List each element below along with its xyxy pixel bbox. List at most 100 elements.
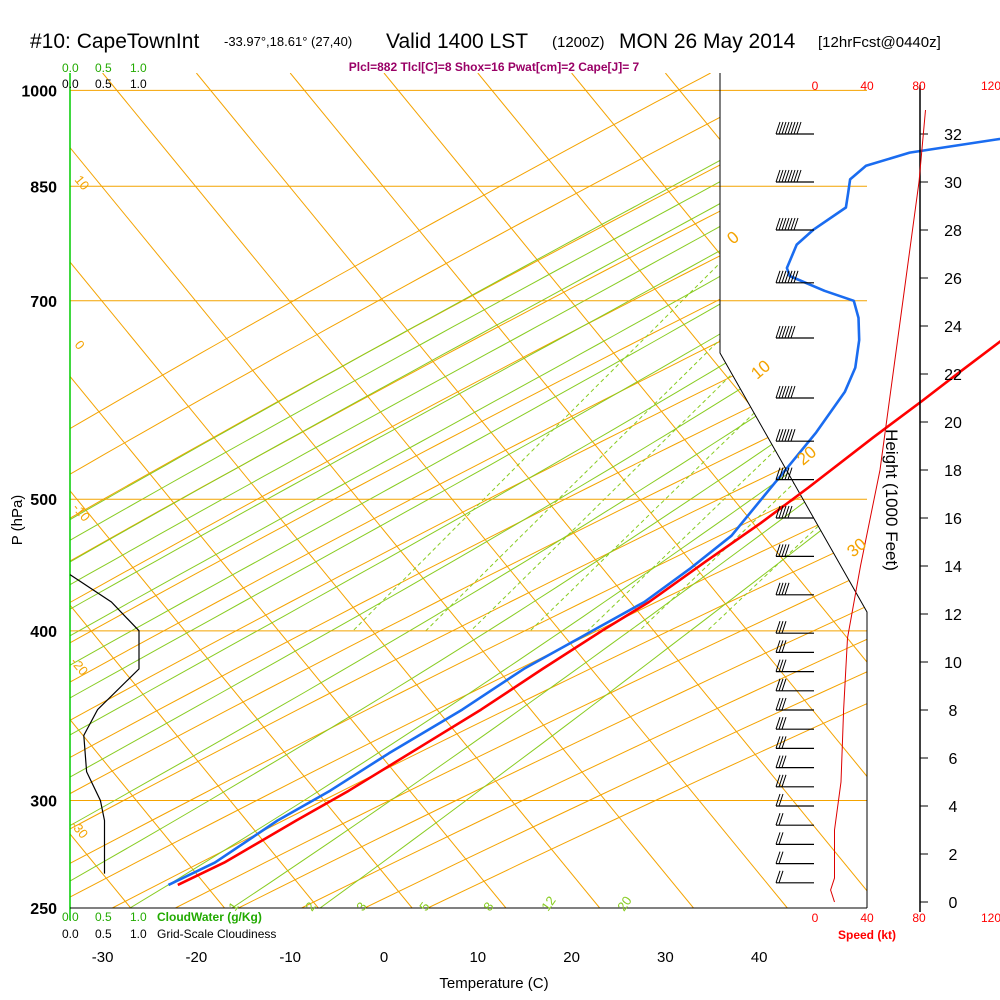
wind-barb [775, 270, 814, 284]
dewpoint-line [167, 137, 1000, 887]
wind-barb [775, 169, 814, 183]
y-axis-title: P (hPa) [9, 495, 26, 546]
dry-adiabat-373 [175, 73, 867, 908]
height-tick-label: 30 [944, 175, 962, 192]
plot-frame [69, 73, 868, 920]
isotherm-0 [383, 73, 867, 908]
pressure-tick-label: 250 [30, 901, 57, 918]
cl-tick-0: 0.0 [62, 927, 79, 941]
wind-barb [775, 385, 814, 399]
wind-barb [775, 851, 814, 865]
cw-top-tick-05: 0.5 [95, 61, 112, 75]
cloudwater-legend: CloudWater (g/Kg) [157, 910, 262, 924]
moist-adiabat [70, 73, 867, 908]
x-tick-label: 10 [469, 949, 486, 966]
x-tick-label: 40 [751, 949, 768, 966]
wind-speed-line [830, 109, 926, 903]
mixing-ratio-label: 20 [614, 893, 635, 913]
station-coords: -33.97°,18.61° (27,40) [224, 34, 352, 49]
mixing-ratio-5 [529, 73, 867, 632]
isotherm--70 [70, 73, 413, 908]
wind-barb [775, 640, 814, 654]
wind-barb [775, 755, 814, 769]
height-tick-label: 4 [949, 799, 958, 816]
wind-barb [775, 793, 814, 807]
speed-bottom-tick: 120 [981, 911, 1000, 925]
wind-barb [775, 582, 814, 596]
cl-top-tick-1: 1.0 [130, 77, 147, 91]
isotherm--50 [70, 73, 601, 908]
dry-adiabat-393 [301, 73, 867, 908]
valid-time: Valid 1400 LST [386, 30, 528, 53]
cl-top-tick-05: 0.5 [95, 77, 112, 91]
height-tick-label: 24 [944, 319, 962, 336]
pressure-tick-label: 300 [30, 793, 57, 810]
cw-top-tick-1: 1.0 [130, 61, 147, 75]
x-tick-label: 30 [657, 949, 674, 966]
speed-bottom-tick: 0 [812, 911, 819, 925]
speed-top-tick: 40 [860, 79, 874, 93]
pressure-tick-label: 1000 [21, 83, 57, 100]
pressure-tick-label: 700 [30, 294, 57, 311]
dry-adiabat-243 [70, 73, 806, 908]
height-tick-label: 32 [944, 127, 962, 144]
height-tick-label: 16 [944, 511, 962, 528]
moist-adiabat [70, 73, 867, 908]
cw-tick-05: 0.5 [95, 910, 112, 924]
speed-top-tick: 80 [912, 79, 926, 93]
height-tick-label: 2 [949, 847, 958, 864]
stability-indices: Plcl=882 Tlcl[C]=8 Shox=16 Pwat[cm]=2 Ca… [349, 60, 640, 74]
wind-barb [775, 505, 814, 519]
wind-barb [775, 121, 814, 135]
height-tick-label: 12 [944, 607, 962, 624]
dry-adiabat-333 [70, 73, 867, 908]
cloudwater-line [69, 574, 140, 874]
isotherm--80 [70, 73, 319, 908]
x-tick-label: -10 [279, 949, 301, 966]
dry-adiabat-283 [70, 73, 867, 908]
wind-barb [775, 429, 814, 442]
wind-barb [775, 717, 814, 730]
moist-adiabat [70, 73, 867, 908]
cw-top-tick-0: 0.0 [62, 61, 79, 75]
cloudwater-profile [69, 574, 140, 874]
speed-bottom-tick: 40 [860, 911, 874, 925]
forecast-run: [12hrFcst@0440z] [818, 34, 941, 51]
cloudiness-legend: Grid-Scale Cloudiness [157, 927, 276, 941]
pressure-tick-label: 500 [30, 492, 57, 509]
height-tick-label: 26 [944, 271, 962, 288]
cw-tick-0: 0.0 [62, 910, 79, 924]
sounding-profiles [167, 137, 1000, 887]
pressure-tick-label: 850 [30, 179, 57, 196]
forecast-date: MON 26 May 2014 [619, 30, 796, 53]
mixing-ratio-8 [587, 73, 867, 632]
height-tick-label: 20 [944, 415, 962, 432]
x-tick-label: 0 [380, 949, 388, 966]
speed-bottom-tick: 80 [912, 911, 926, 925]
wind-barb [775, 467, 814, 481]
x-axis-title: Temperature (C) [439, 975, 548, 992]
dry-adiabat-353 [70, 73, 867, 908]
dry-adiabat-323 [70, 73, 867, 908]
cl-tick-1: 1.0 [130, 927, 147, 941]
dry-adiabat-293 [70, 73, 867, 908]
x-tick-label: 20 [563, 949, 580, 966]
mixing-ratio-label: 12 [538, 893, 559, 913]
speed-top-tick: 120 [981, 79, 1000, 93]
moist-adiabat [319, 73, 867, 908]
cw-tick-1: 1.0 [130, 910, 147, 924]
isotherm--20 [196, 73, 867, 908]
wind-barb [775, 217, 814, 231]
moist-adiabat [231, 73, 867, 908]
height-tick-label: 14 [944, 559, 962, 576]
dry-adiabat-383 [238, 73, 867, 908]
height-tick-label: 10 [944, 655, 962, 672]
dry-adiabat-273 [70, 73, 867, 908]
dry-adiabat-233 [70, 73, 711, 908]
wind-barb [775, 621, 814, 634]
utc-time: (1200Z) [552, 34, 605, 51]
isotherm-grid [70, 73, 867, 908]
x-tick-label: -30 [92, 949, 114, 966]
